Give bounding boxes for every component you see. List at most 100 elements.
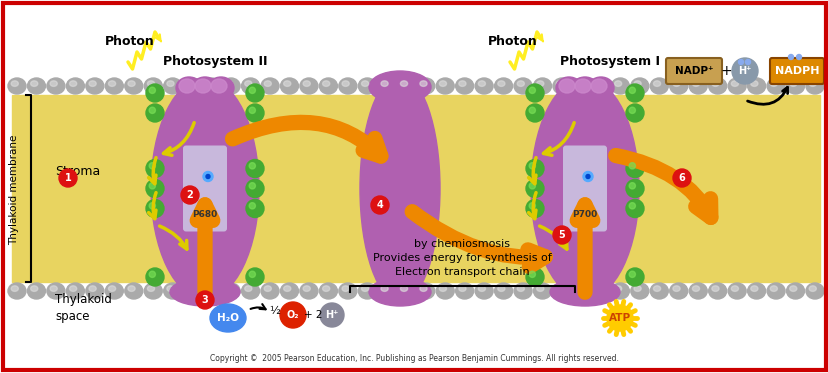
Ellipse shape (572, 78, 590, 94)
Ellipse shape (400, 286, 407, 291)
Ellipse shape (517, 81, 524, 87)
Text: ½: ½ (269, 306, 280, 316)
Ellipse shape (805, 283, 823, 299)
Ellipse shape (587, 77, 614, 99)
Circle shape (628, 203, 635, 209)
Ellipse shape (166, 286, 174, 291)
Ellipse shape (439, 286, 446, 291)
Ellipse shape (108, 286, 116, 291)
Circle shape (371, 196, 388, 214)
Ellipse shape (31, 286, 38, 291)
Ellipse shape (211, 79, 227, 93)
Ellipse shape (176, 77, 202, 99)
Ellipse shape (652, 286, 660, 291)
Circle shape (146, 104, 164, 122)
Ellipse shape (222, 283, 240, 299)
Ellipse shape (419, 81, 426, 87)
Ellipse shape (614, 81, 621, 87)
Ellipse shape (595, 286, 601, 291)
Circle shape (246, 200, 263, 217)
Ellipse shape (652, 81, 660, 87)
Ellipse shape (361, 286, 368, 291)
Text: Photosystem I: Photosystem I (560, 56, 659, 69)
Ellipse shape (241, 78, 259, 94)
Circle shape (246, 84, 263, 102)
Text: Stroma: Stroma (55, 166, 100, 179)
Ellipse shape (727, 283, 745, 299)
Circle shape (525, 200, 543, 217)
Ellipse shape (419, 286, 426, 291)
Circle shape (146, 268, 164, 286)
Text: 5: 5 (558, 230, 565, 240)
Circle shape (149, 271, 156, 278)
Ellipse shape (66, 283, 84, 299)
Ellipse shape (125, 78, 142, 94)
Ellipse shape (552, 78, 570, 94)
Circle shape (249, 87, 255, 94)
Circle shape (528, 163, 535, 169)
Circle shape (528, 203, 535, 209)
Ellipse shape (669, 283, 687, 299)
Text: Photosystem II: Photosystem II (162, 56, 267, 69)
Ellipse shape (494, 78, 512, 94)
Ellipse shape (436, 283, 454, 299)
Circle shape (525, 268, 543, 286)
Ellipse shape (322, 286, 330, 291)
Ellipse shape (166, 81, 174, 87)
Text: Thylakoid
space: Thylakoid space (55, 293, 112, 323)
Text: Copyright ©  2005 Pearson Education, Inc. Publishing as Pearson Benjamin Cumming: Copyright © 2005 Pearson Education, Inc.… (209, 354, 619, 363)
Circle shape (249, 271, 255, 278)
Ellipse shape (766, 78, 784, 94)
Ellipse shape (556, 77, 581, 99)
Ellipse shape (283, 81, 291, 87)
Ellipse shape (708, 78, 726, 94)
Ellipse shape (789, 286, 796, 291)
Ellipse shape (513, 283, 532, 299)
Ellipse shape (202, 283, 220, 299)
FancyBboxPatch shape (769, 58, 823, 84)
Ellipse shape (47, 283, 65, 299)
Ellipse shape (691, 81, 699, 87)
Ellipse shape (303, 286, 310, 291)
Ellipse shape (179, 79, 195, 93)
Ellipse shape (11, 286, 18, 291)
Ellipse shape (766, 283, 784, 299)
Text: + 2: + 2 (303, 310, 322, 320)
Ellipse shape (556, 286, 563, 291)
Ellipse shape (591, 283, 609, 299)
Ellipse shape (89, 81, 96, 87)
Ellipse shape (769, 286, 777, 291)
Ellipse shape (342, 286, 349, 291)
Circle shape (625, 179, 643, 197)
Ellipse shape (300, 283, 318, 299)
Ellipse shape (478, 286, 485, 291)
Ellipse shape (750, 286, 757, 291)
Ellipse shape (672, 81, 679, 87)
Ellipse shape (368, 71, 431, 103)
Ellipse shape (531, 78, 638, 299)
Circle shape (796, 54, 801, 60)
Ellipse shape (225, 81, 232, 87)
Circle shape (246, 179, 263, 197)
Circle shape (246, 268, 263, 286)
Ellipse shape (750, 81, 757, 87)
Circle shape (787, 54, 792, 60)
Text: O₂: O₂ (286, 310, 299, 320)
Circle shape (731, 58, 757, 84)
Circle shape (149, 203, 156, 209)
Circle shape (249, 203, 255, 209)
Circle shape (625, 200, 643, 217)
Ellipse shape (222, 78, 240, 94)
Ellipse shape (86, 283, 104, 299)
Text: 1: 1 (65, 173, 71, 183)
Ellipse shape (536, 286, 543, 291)
Ellipse shape (241, 283, 259, 299)
FancyBboxPatch shape (665, 58, 721, 84)
Circle shape (181, 186, 199, 204)
Text: H₂O: H₂O (217, 313, 238, 323)
Text: 2: 2 (186, 190, 193, 200)
Ellipse shape (192, 77, 218, 99)
Ellipse shape (610, 78, 628, 94)
Ellipse shape (205, 286, 213, 291)
Ellipse shape (358, 283, 376, 299)
